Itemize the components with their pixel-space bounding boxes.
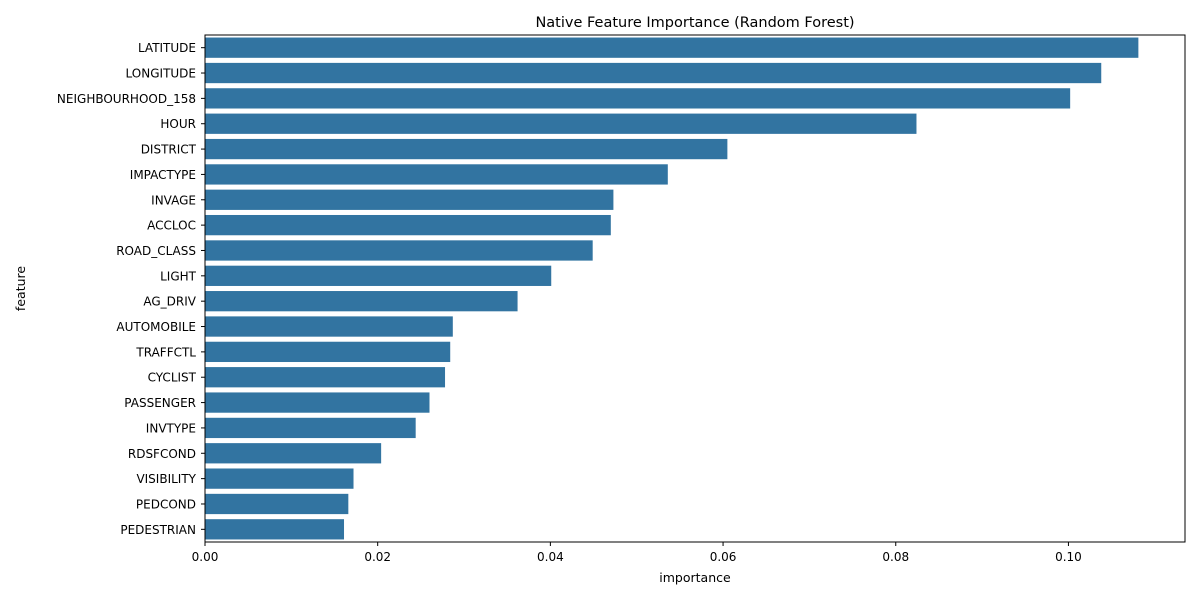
bar-pedcond bbox=[205, 493, 349, 515]
y-tick-label: TRAFFCTL bbox=[135, 345, 196, 359]
x-tick-label: 0.06 bbox=[710, 550, 737, 564]
bar-light bbox=[205, 265, 552, 286]
x-axis-ticks: 0.00 0.02 0.04 0.06 0.08 0.10 bbox=[192, 542, 1082, 564]
y-tick-label: INVAGE bbox=[151, 193, 196, 207]
x-tick-label: 0.02 bbox=[364, 550, 391, 564]
bar-pedestrian bbox=[205, 519, 345, 540]
bar-invage bbox=[205, 189, 614, 210]
bar-road-class bbox=[205, 240, 593, 261]
y-tick-label: IMPACTYPE bbox=[130, 168, 196, 182]
bar-hour bbox=[205, 113, 917, 134]
y-tick-label: CYCLIST bbox=[148, 371, 197, 385]
y-tick-label: ROAD_CLASS bbox=[116, 244, 196, 258]
chart-title: Native Feature Importance (Random Forest… bbox=[535, 15, 854, 31]
y-tick-label: NEIGHBOURHOOD_158 bbox=[57, 92, 196, 106]
x-axis-label: importance bbox=[659, 570, 731, 585]
y-axis-ticks: LATITUDE LONGITUDE NEIGHBOURHOOD_158 HOUR DI… bbox=[57, 41, 205, 537]
bar-impactype bbox=[205, 164, 668, 185]
bars-group bbox=[205, 37, 1139, 540]
y-tick-label: AUTOMOBILE bbox=[116, 320, 196, 334]
y-tick-label: VISIBILITY bbox=[136, 472, 196, 486]
bar-automobile bbox=[205, 316, 453, 337]
y-tick-label: LIGHT bbox=[160, 269, 197, 283]
y-tick-label: LONGITUDE bbox=[126, 67, 196, 81]
y-tick-label: PASSENGER bbox=[124, 396, 196, 410]
x-tick-label: 0.08 bbox=[882, 550, 909, 564]
bar-accloc bbox=[205, 214, 611, 236]
bar-cyclist bbox=[205, 367, 446, 388]
bar-traffctl bbox=[205, 341, 451, 363]
bar-rdsfcond bbox=[205, 443, 382, 464]
bar-passenger bbox=[205, 392, 430, 413]
y-tick-label: INVTYPE bbox=[146, 421, 196, 435]
y-tick-label: PEDCOND bbox=[136, 497, 196, 511]
x-tick-label: 0.04 bbox=[537, 550, 564, 564]
bar-longitude bbox=[205, 62, 1102, 84]
bar-district bbox=[205, 138, 728, 160]
bar-invtype bbox=[205, 417, 416, 439]
y-tick-label: ACCLOC bbox=[147, 219, 196, 233]
plot-frame bbox=[204, 34, 1186, 543]
x-tick-label: 0.10 bbox=[1055, 550, 1082, 564]
bar-visibility bbox=[205, 468, 354, 489]
y-tick-label: RDSFCOND bbox=[128, 447, 196, 461]
bar-neighbourhood-158 bbox=[205, 88, 1071, 109]
y-tick-label: AG_DRIV bbox=[143, 295, 196, 309]
y-tick-label: LATITUDE bbox=[138, 41, 196, 55]
x-tick-label: 0.00 bbox=[192, 550, 219, 564]
y-tick-label: HOUR bbox=[160, 117, 196, 131]
bar-ag-driv bbox=[205, 291, 518, 312]
bar-latitude bbox=[205, 37, 1139, 58]
y-tick-label: DISTRICT bbox=[141, 143, 197, 157]
y-tick-label: PEDESTRIAN bbox=[120, 523, 196, 537]
y-axis-label: feature bbox=[13, 266, 28, 311]
